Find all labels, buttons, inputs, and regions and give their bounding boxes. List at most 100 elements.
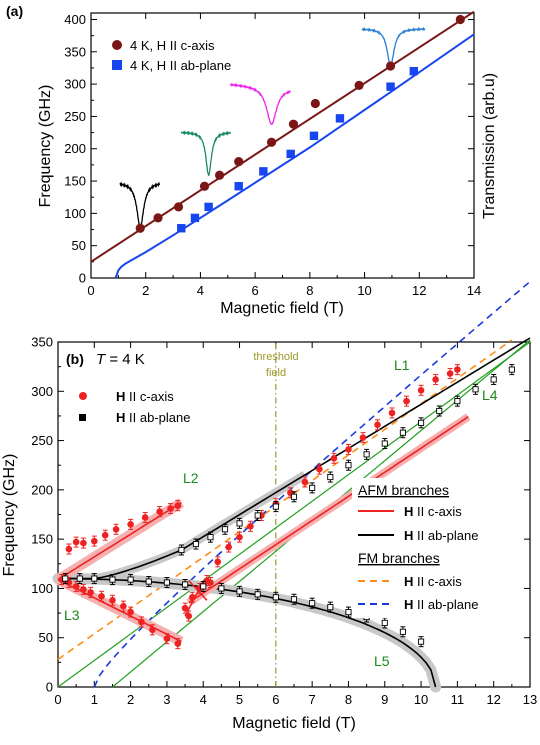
data-point-c-axis — [446, 370, 454, 377]
data-point-c-axis — [214, 558, 222, 566]
data-point-c-axis — [181, 604, 189, 612]
x-tick-label: 13 — [523, 692, 537, 707]
data-point-ab-plane — [345, 609, 352, 616]
data-point-c-axis — [266, 137, 277, 147]
data-point-c-axis — [207, 579, 214, 586]
data-point-c-axis — [359, 434, 367, 441]
data-point-c-axis — [354, 80, 364, 90]
data-point-ab-plane — [309, 600, 316, 607]
x-tick-label: 8 — [306, 283, 313, 298]
panel-a-points — [135, 14, 465, 233]
fit-line — [114, 33, 475, 279]
y-tick-label: 0 — [79, 271, 86, 286]
data-point-c-axis — [138, 618, 145, 626]
data-point-c-axis — [247, 523, 254, 530]
data-point-ab-plane — [381, 619, 388, 626]
data-point-ab-plane — [290, 596, 298, 603]
y-tick-label: 200 — [31, 482, 53, 497]
data-point-ab-plane — [234, 182, 243, 191]
x-tick-label: 2 — [142, 283, 149, 298]
panel-a-ticks: 0 2 4 6 8 10 12 14 0 50 100 150 200 250 300 350 400 — [64, 12, 481, 298]
data-point-c-axis — [91, 537, 98, 545]
panel-b-legend-data: H II c-axis H II ab-plane — [79, 389, 190, 425]
data-point-c-axis — [135, 223, 145, 233]
legend-b-ab-plane-marker — [79, 414, 86, 421]
line-label-l4: L4 — [482, 387, 498, 403]
y-tick-label: 150 — [31, 532, 53, 547]
x-tick-label: 12 — [486, 692, 500, 707]
line-label-l3: L3 — [64, 607, 80, 623]
x-tick-label: 5 — [236, 692, 243, 707]
afm-c-axis-label: H II c-axis — [404, 504, 462, 519]
branches-legend-bg — [352, 478, 524, 618]
data-point-ab-plane — [221, 526, 229, 533]
x-tick-label: 10 — [414, 692, 428, 707]
y-tick-label: 150 — [64, 174, 86, 189]
data-point-ab-plane — [236, 588, 243, 595]
x-tick-label: 7 — [309, 692, 316, 707]
data-point-c-axis — [185, 612, 193, 620]
panel-a-label: (a) — [6, 3, 23, 19]
data-point-c-axis — [112, 525, 120, 533]
x-tick-label: 0 — [87, 283, 94, 298]
data-point-ab-plane — [381, 440, 388, 447]
legend-a-ab-plane-marker — [112, 60, 122, 70]
data-point-c-axis — [149, 626, 156, 634]
data-point-c-axis — [454, 366, 461, 373]
data-point-c-axis — [174, 640, 182, 647]
data-point-c-axis — [127, 608, 134, 616]
panel-b-points — [58, 364, 515, 650]
data-point-c-axis — [127, 521, 134, 528]
x-tick-label: 6 — [252, 283, 259, 298]
x-tick-label: 2 — [127, 692, 134, 707]
data-point-ab-plane — [327, 473, 334, 481]
legend-a-c-axis-label: 4 K, H II c-axis — [130, 38, 215, 53]
data-point-c-axis — [65, 545, 73, 553]
band-upper — [93, 471, 308, 584]
y-tick-label: 400 — [64, 12, 86, 27]
x-tick-label: 9 — [381, 692, 388, 707]
data-point-ab-plane — [192, 541, 200, 548]
data-point-c-axis — [163, 635, 171, 642]
data-point-ab-plane — [91, 575, 98, 582]
data-point-ab-plane — [254, 591, 261, 598]
data-point-c-axis — [301, 478, 309, 486]
data-point-c-axis — [417, 387, 425, 394]
data-point-ab-plane — [177, 224, 186, 233]
data-point-c-axis — [167, 505, 174, 512]
panel-b-legend-branches: AFM branches H II c-axis H II ab-plane F… — [352, 478, 524, 618]
transmission-trace — [180, 130, 232, 176]
panel-b-xlabel: Magnetic field (T) — [232, 715, 356, 732]
afm-c-axis-l2 — [57, 501, 182, 581]
data-point-ab-plane — [236, 520, 243, 527]
data-point-c-axis — [189, 594, 196, 601]
data-point-c-axis — [109, 596, 116, 604]
data-point-c-axis — [98, 593, 105, 600]
panel-a-xlabel: Magnetic field (T) — [220, 300, 344, 317]
panel-a: (a) 0 2 4 6 8 10 12 14050100150200250300350400 … — [6, 3, 498, 317]
data-point-ab-plane — [309, 131, 319, 141]
data-point-c-axis — [388, 409, 396, 417]
data-point-c-axis — [87, 589, 94, 596]
y-tick-label: 250 — [64, 109, 86, 124]
data-point-c-axis — [173, 202, 184, 212]
data-point-ab-plane — [472, 386, 479, 393]
data-point-ab-plane — [62, 575, 69, 582]
y-tick-label: 200 — [64, 141, 86, 156]
data-point-ab-plane — [363, 451, 370, 458]
data-point-c-axis — [120, 602, 127, 610]
afm-branches-title: AFM branches — [358, 482, 449, 498]
data-point-ab-plane — [178, 546, 185, 554]
line-label-l2: L2 — [183, 470, 199, 486]
data-point-c-axis — [174, 502, 182, 509]
guide-line-l1 — [57, 341, 531, 688]
x-tick-label: 14 — [467, 283, 481, 298]
transmission-trace — [361, 26, 426, 67]
data-point-c-axis — [432, 376, 439, 383]
data-point-c-axis — [153, 213, 163, 223]
data-point-c-axis — [80, 539, 87, 547]
fm-c-axis-label: H II c-axis — [404, 574, 462, 589]
y-tick-label: 300 — [64, 77, 86, 92]
data-point-ab-plane — [454, 398, 461, 405]
